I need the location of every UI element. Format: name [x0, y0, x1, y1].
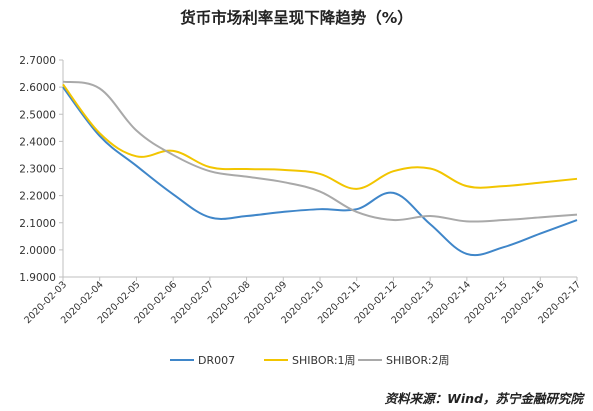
y-tick-label: 2.6000 [19, 82, 56, 94]
y-tick-label: 2.4000 [19, 136, 56, 148]
x-tick-labels: 2020-02-032020-02-042020-02-052020-02-06… [22, 277, 583, 326]
legend-label: SHIBOR:1周 [292, 354, 356, 367]
y-tick-label: 2.2000 [19, 191, 56, 203]
legend-item-1: SHIBOR:1周 [264, 354, 356, 367]
y-tick-labels: 1.9000 2.0000 2.1000 2.2000 2.3000 2.4000 2.50… [19, 55, 63, 284]
legend-label: DR007 [198, 354, 235, 367]
y-tick-label: 2.7000 [19, 55, 56, 67]
series-line-2 [62, 80, 578, 223]
source-note: 资料来源：Wind，苏宁金融研究院 [384, 391, 583, 406]
series-line-0 [62, 86, 578, 257]
series-line-1 [62, 83, 578, 190]
y-tick-label: 2.5000 [19, 109, 56, 121]
legend-item-2: SHIBOR:2周 [358, 354, 450, 367]
y-tick-label: 2.0000 [19, 245, 56, 257]
series-lines [62, 80, 578, 257]
legend-label: SHIBOR:2周 [386, 354, 450, 367]
y-tick-label: 2.1000 [19, 218, 56, 230]
chart-title: 货币市场利率呈现下降趋势（%） [180, 9, 413, 27]
legend: DR007 SHIBOR:1周 SHIBOR:2周 [170, 354, 450, 367]
y-tick-label: 1.9000 [19, 272, 56, 284]
y-tick-label: 2.3000 [19, 164, 56, 176]
legend-item-0: DR007 [170, 354, 235, 367]
